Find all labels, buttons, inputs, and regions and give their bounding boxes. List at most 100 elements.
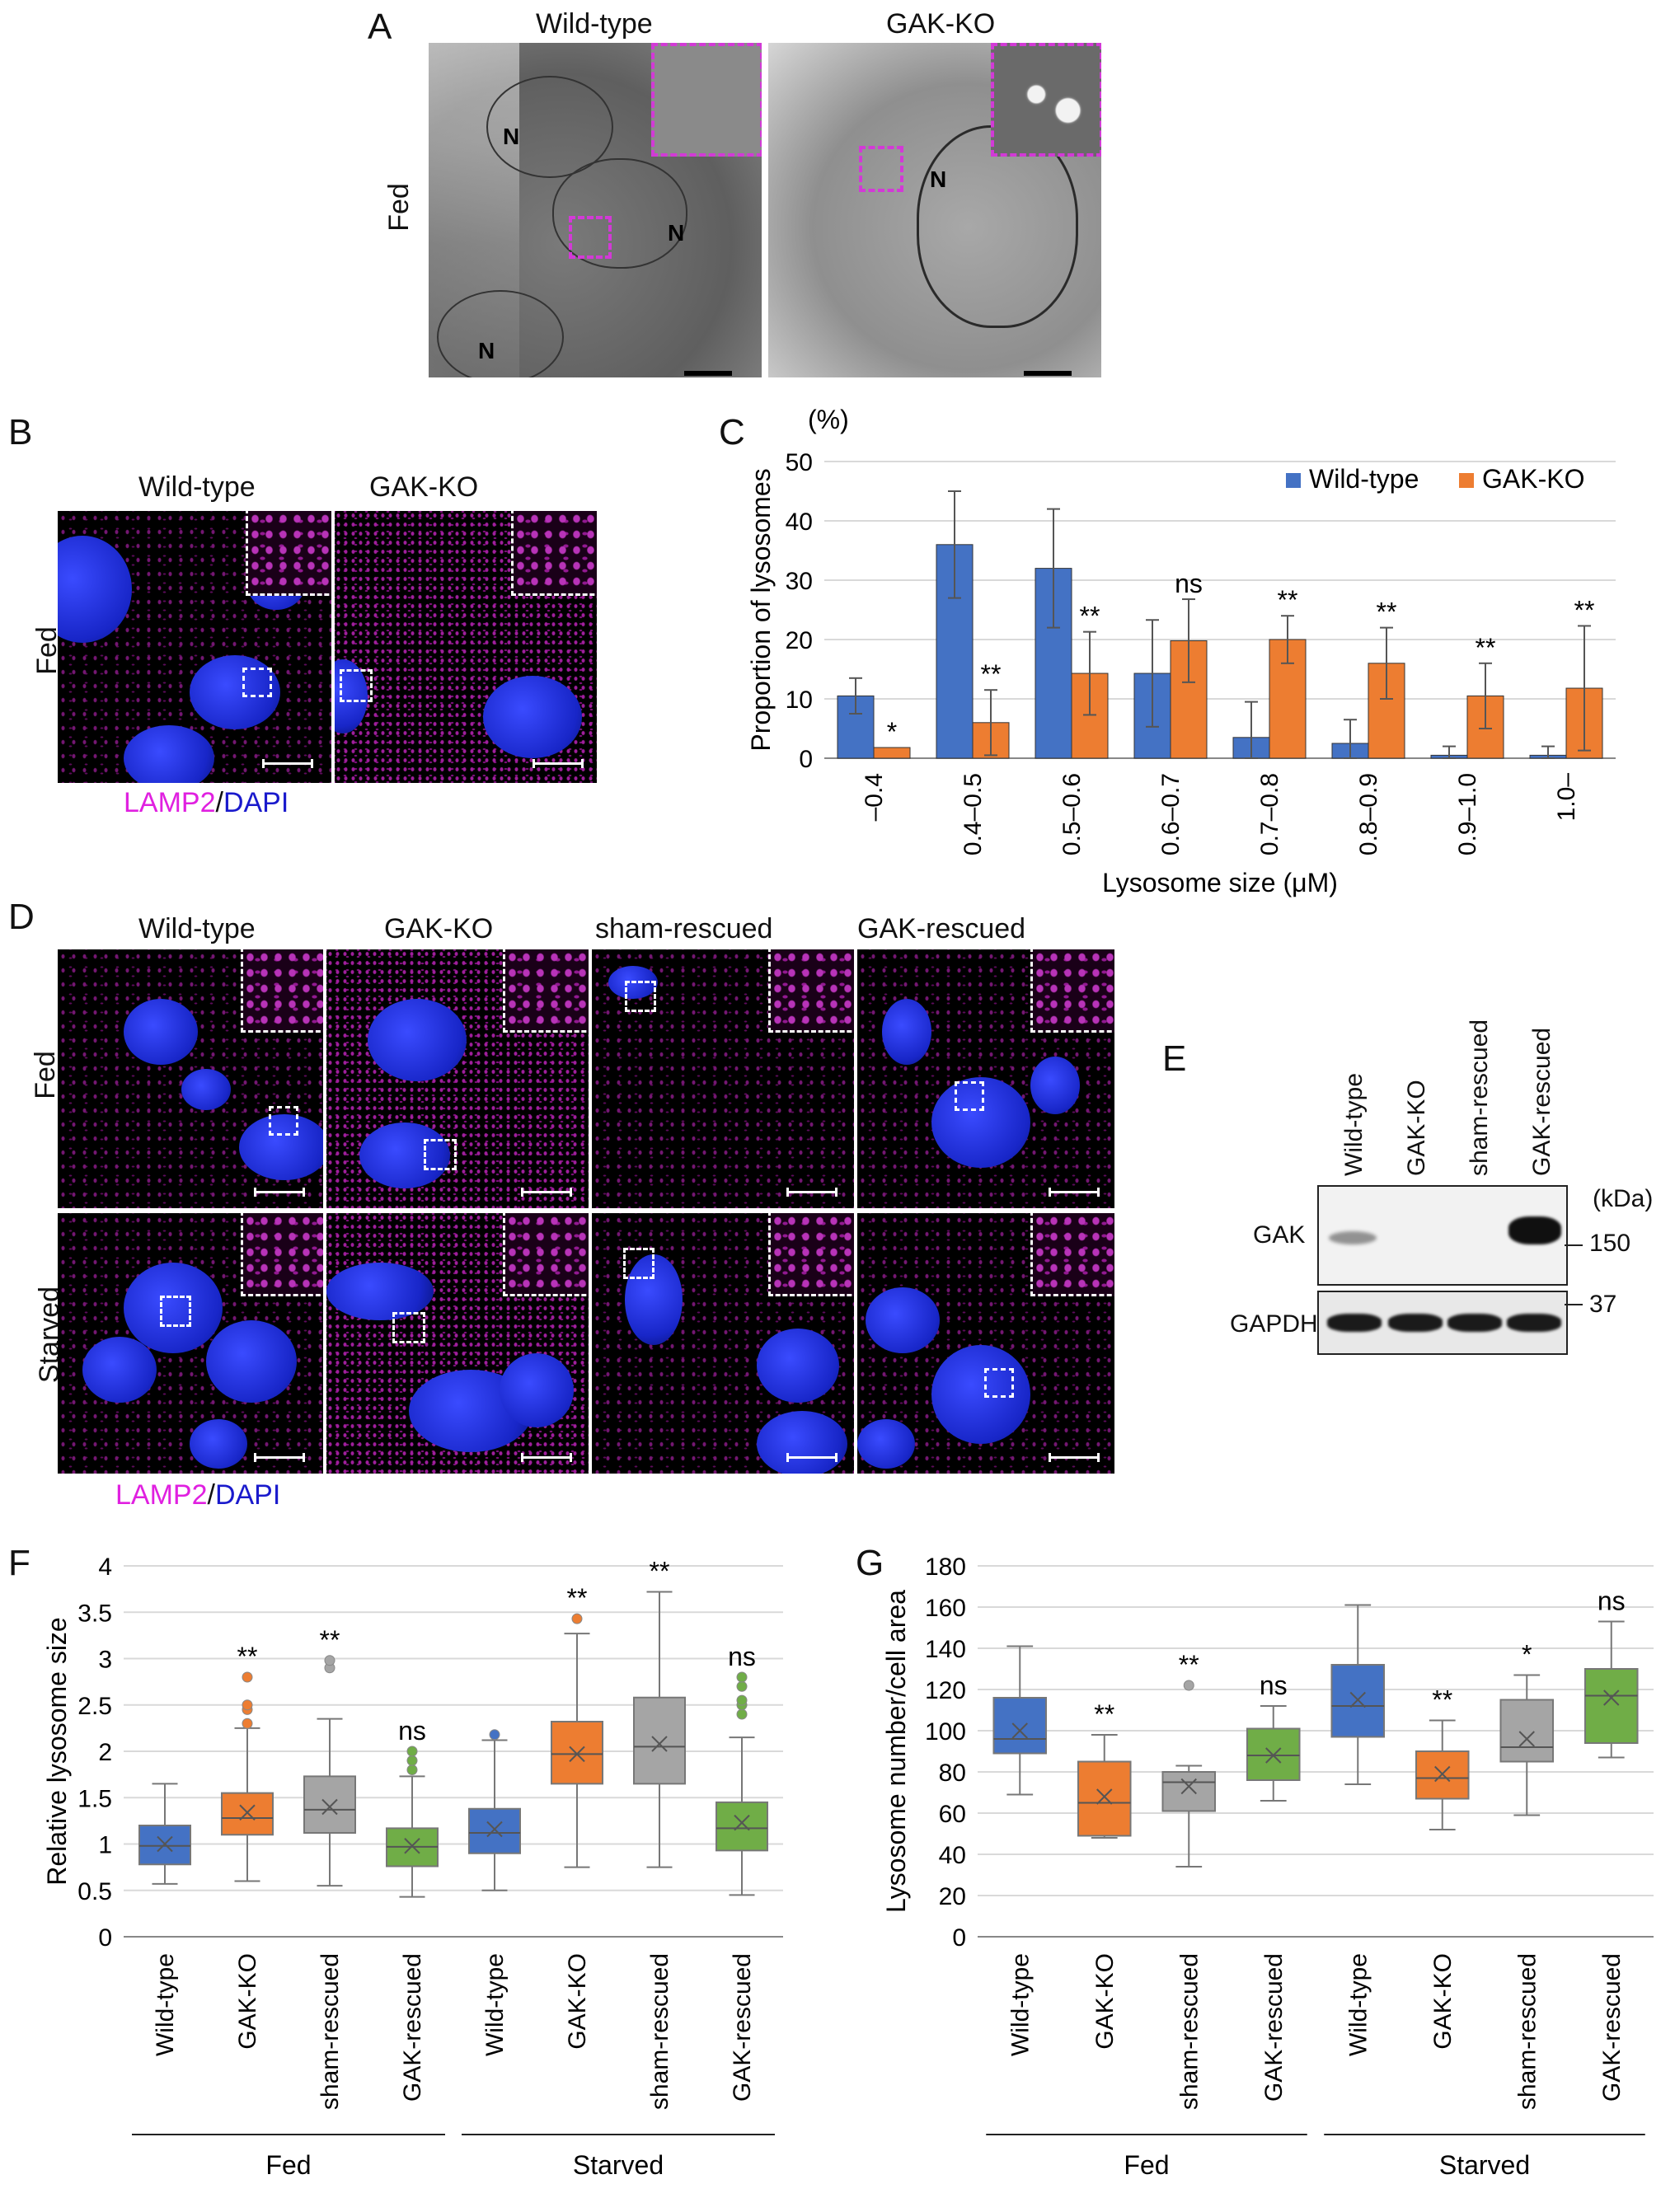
group-label: Fed [1124, 2150, 1169, 2180]
y-tick-label: 0 [98, 1924, 112, 1952]
outlier-point [242, 1671, 253, 1683]
mean-marker [239, 1804, 256, 1821]
scale-bar [254, 1453, 305, 1462]
mean-marker [1096, 1788, 1113, 1805]
y-tick-label: 3.5 [77, 1600, 112, 1627]
group-label: Fed [265, 2150, 311, 2180]
fluor-d-fed-rescued [857, 949, 1114, 1208]
significance-label: ns [398, 1716, 426, 1746]
box [551, 1721, 603, 1785]
y-tick-label: 50 [786, 449, 813, 476]
panel-d-col-wildtype: Wild-type [138, 913, 256, 944]
y-tick-label: 160 [925, 1595, 966, 1622]
scale-bar [521, 1188, 572, 1197]
legend-label: GAK-KO [1482, 464, 1584, 494]
roi-box [424, 1139, 457, 1170]
significance-label: ns [1175, 569, 1203, 598]
x-tick-label: 0.7–0.8 [1256, 773, 1283, 855]
zoom-inset [768, 1213, 854, 1296]
y-tick-label: 60 [939, 1801, 966, 1828]
x-tick-label: 0.9–1.0 [1454, 773, 1481, 855]
fluor-d-starved-wildtype [58, 1213, 323, 1474]
chart-g: 0 20 40 60 80 100 120 140 160 180 Lysosome number/… [881, 1554, 1654, 2180]
significance-label: * [887, 717, 897, 747]
mean-marker [404, 1838, 420, 1854]
outlier-point [406, 1764, 418, 1775]
chart-c: (%) 0 10 20 30 40 50 * –0.4 ** 0.4–0.5 ** 0.5–0.6 ns 0… [746, 405, 1616, 897]
outlier-point [736, 1680, 748, 1692]
x-tick-label: GAK-KO [234, 1953, 261, 2050]
roi-box [242, 668, 272, 697]
x-tick-label: 0.4–0.5 [959, 773, 987, 855]
x-tick-label: sham-rescued [317, 1953, 344, 2110]
mean-marker [486, 1821, 503, 1838]
mean-marker [1349, 1691, 1366, 1708]
em-scale-bar [1024, 371, 1072, 376]
outlier-point [242, 1718, 253, 1729]
lane-label-rescued: GAK-rescued [1528, 1027, 1555, 1176]
nucleus-label: N [668, 220, 685, 246]
outlier-point [736, 1694, 748, 1706]
y-tick-label: 10 [786, 687, 813, 714]
blot-row-gapdh: GAPDH [1230, 1310, 1318, 1338]
x-tick-label: GAK-KO [1429, 1953, 1457, 2050]
significance-label: ** [1278, 585, 1298, 615]
y-tick-label: 0 [952, 1924, 966, 1952]
panel-a-col-wildtype: Wild-type [536, 8, 653, 40]
box [303, 1775, 356, 1834]
roi-box [623, 1248, 655, 1279]
y-tick-label: 120 [925, 1677, 966, 1704]
y-tick-label: 40 [939, 1842, 966, 1869]
box [221, 1792, 274, 1836]
y-tick-label: 3 [98, 1647, 112, 1674]
mean-marker [1434, 1765, 1451, 1783]
x-tick-label: –0.4 [861, 773, 888, 821]
fluor-d-fed-gakko [326, 949, 589, 1208]
box [633, 1696, 686, 1785]
kda-unit: (kDa) [1593, 1185, 1654, 1212]
outlier-point [406, 1755, 418, 1766]
outlier-point [736, 1708, 748, 1720]
bar [873, 747, 911, 759]
y-tick-label: 40 [786, 508, 813, 536]
roi-box [340, 669, 373, 702]
y-tick-label: 2 [98, 1739, 112, 1766]
panel-label-g: G [856, 1543, 884, 1583]
x-tick-label: GAK-KO [1091, 1953, 1119, 2050]
mean-marker [321, 1798, 338, 1816]
panel-label-a: A [368, 7, 392, 47]
x-tick-label: Wild-type [1344, 1953, 1372, 2056]
x-tick-label: GAK-rescued [1598, 1953, 1626, 2102]
outlier-point [242, 1699, 253, 1711]
zoom-inset [246, 511, 331, 596]
fluor-d-starved-rescued [857, 1213, 1114, 1474]
significance-label: ** [650, 1557, 670, 1586]
panel-d-stain-legend: LAMP2/DAPI [115, 1479, 281, 1511]
nucleus-label: N [503, 124, 520, 149]
x-tick-label: sham-rescued [1175, 1953, 1203, 2110]
em-image-wildtype: N N N [429, 43, 762, 377]
panel-d-col-gakko: GAK-KO [384, 913, 494, 944]
mean-marker [1180, 1778, 1197, 1795]
box [1584, 1668, 1639, 1744]
blot-row-gak: GAK [1253, 1221, 1306, 1249]
significance-label: ** [1179, 1650, 1199, 1680]
em-roi-box [859, 146, 903, 192]
marker-37: 37 [1589, 1291, 1617, 1318]
scale-bar [521, 1453, 572, 1462]
x-axis-label: Lysosome size (μM) [1102, 868, 1338, 897]
chart-f: 0 0.5 1 1.5 2 2.5 3 3.5 4 Relative lysosome size W… [42, 1554, 783, 2180]
blot-gak [1317, 1185, 1568, 1286]
significance-label: ** [981, 659, 1002, 689]
mean-marker [157, 1835, 173, 1853]
y-tick-label: 20 [939, 1883, 966, 1910]
roi-box [955, 1081, 984, 1111]
zoom-inset [241, 949, 323, 1033]
significance-label: ** [567, 1583, 588, 1613]
lane-label-wildtype: Wild-type [1340, 1072, 1368, 1176]
fluor-image-b-wildtype [58, 511, 331, 783]
y-tick-label: 1 [98, 1832, 112, 1859]
outlier-point [406, 1746, 418, 1757]
panel-b-stain-legend: LAMP2/DAPI [124, 787, 289, 818]
roi-box [392, 1312, 425, 1343]
